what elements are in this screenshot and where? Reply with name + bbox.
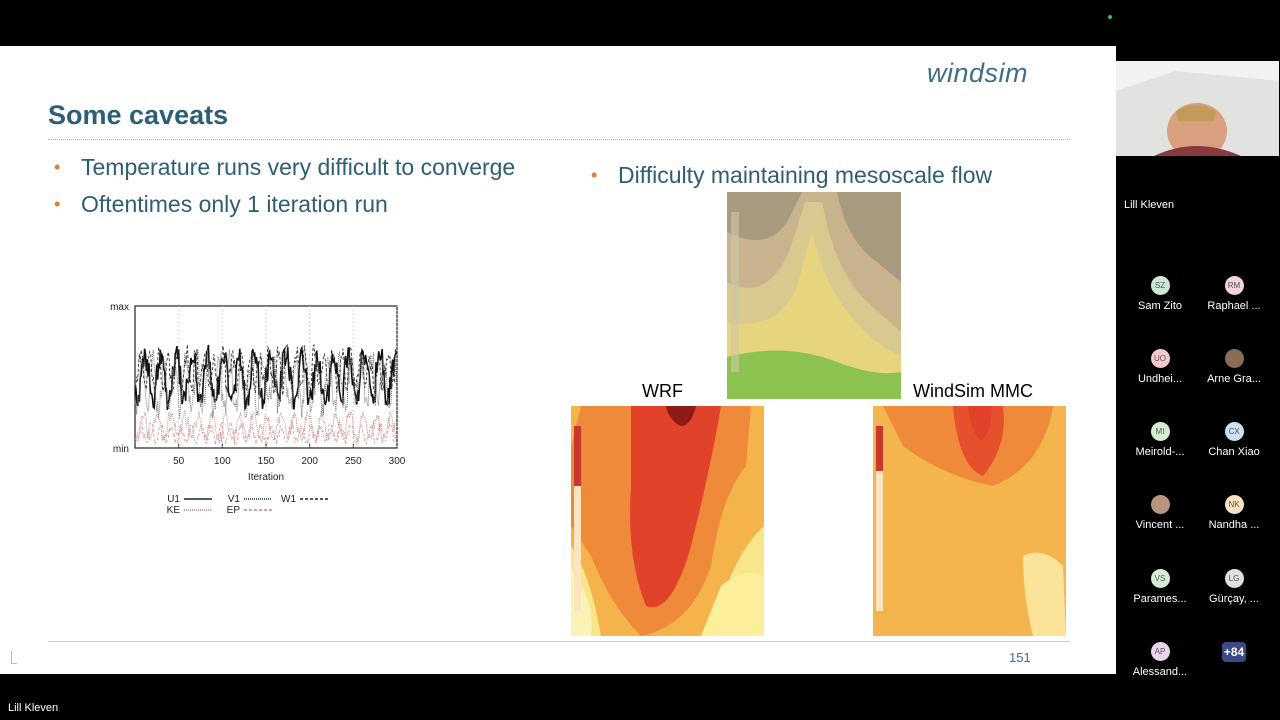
participant-name: Vincent ...: [1135, 519, 1185, 531]
legend-label: KE: [167, 505, 181, 516]
bullet-marker-icon: •: [54, 194, 61, 214]
participant-tile[interactable]: Arne Gra...: [1196, 349, 1272, 385]
series-line: [134, 343, 398, 397]
participant-name: Meirold-...: [1135, 446, 1185, 458]
x-tick-label: 100: [214, 456, 231, 467]
x-tick-label: 150: [258, 456, 275, 467]
presenter-name: Lill Kleven: [1124, 199, 1175, 211]
participant-tile[interactable]: AP Alessand...: [1122, 642, 1198, 678]
participant-tile[interactable]: RM Raphael ...: [1196, 276, 1272, 312]
participant-avatar: [1224, 349, 1244, 368]
x-tick-label: 300: [389, 456, 406, 467]
terrain-map: [727, 192, 901, 399]
wrf-contour-map: [571, 406, 764, 636]
participant-name: Nandha ...: [1208, 519, 1260, 531]
participant-avatar: UO: [1150, 349, 1170, 368]
x-tick-label: 250: [345, 456, 362, 467]
participant-avatar: NK: [1224, 495, 1244, 514]
participant-avatar: [1150, 495, 1170, 514]
legend-label: U1: [167, 494, 180, 505]
windsim-mmc-contour-map: [873, 406, 1066, 636]
slide-title: Some caveats: [48, 100, 229, 130]
participant-tile[interactable]: VS Parames...: [1122, 569, 1198, 605]
participant-avatar: SZ: [1150, 276, 1170, 295]
wrf-label: WRF: [642, 381, 683, 401]
participant-name: Undhei...: [1137, 373, 1183, 385]
participant-name: Raphael ...: [1207, 300, 1261, 312]
bullet-item: • Difficulty maintaining mesoscale flow: [591, 162, 993, 189]
active-speaker-label: Lill Kleven: [8, 702, 59, 714]
participant-name: Alessand...: [1132, 666, 1188, 678]
convergence-chart: max min 50 100 150 200 250 300 Iteration U1 V1 W1 KE…: [110, 302, 406, 516]
legend-label: W1: [281, 494, 296, 505]
presenter-video[interactable]: [1116, 61, 1279, 156]
bullet-item: • Temperature runs very difficult to con…: [54, 154, 516, 181]
recording-status-icon: [1108, 15, 1112, 19]
page-number: 151: [1009, 650, 1031, 665]
footer-divider: [48, 641, 1070, 642]
participant-avatar: VS: [1150, 569, 1170, 588]
participant-name: Parames...: [1133, 593, 1187, 605]
corner-mark: [11, 651, 17, 664]
participant-tile[interactable]: Vincent ...: [1122, 495, 1198, 531]
bullet-text: Temperature runs very difficult to conve…: [81, 154, 516, 180]
bullet-text: Difficulty maintaining mesoscale flow: [618, 162, 993, 188]
bullet-marker-icon: •: [591, 165, 598, 185]
participant-avatar: RM: [1224, 276, 1244, 295]
legend-label: EP: [227, 505, 241, 516]
participant-name: Arne Gra...: [1207, 373, 1261, 385]
x-axis-label: Iteration: [248, 472, 284, 483]
participant-name: Gürçay, ...: [1209, 593, 1259, 605]
bullet-item: • Oftentimes only 1 iteration run: [54, 191, 388, 218]
windsim-mmc-label: WindSim MMC: [913, 381, 1033, 401]
participant-tile[interactable]: SZ Sam Zito: [1122, 276, 1198, 312]
participant-tile[interactable]: UO Undhei...: [1122, 349, 1198, 385]
participant-avatar: LG: [1224, 569, 1244, 588]
participant-name: Sam Zito: [1137, 300, 1182, 312]
bullet-marker-icon: •: [54, 157, 61, 177]
bullet-text: Oftentimes only 1 iteration run: [81, 191, 388, 217]
participant-avatar: MI: [1150, 422, 1170, 441]
y-tick-label: max: [110, 302, 129, 313]
title-divider: [48, 139, 1070, 140]
more-participants-badge: +84: [1222, 642, 1246, 662]
participant-tile[interactable]: +84: [1196, 642, 1272, 662]
shared-slide: windsim Some caveats • Temperature runs …: [0, 46, 1116, 674]
participant-avatar: AP: [1150, 642, 1170, 661]
participant-avatar: CX: [1224, 422, 1244, 441]
legend-label: V1: [228, 494, 241, 505]
presenter-avatar: [1116, 61, 1279, 156]
x-tick-label: 200: [301, 456, 318, 467]
windsim-logo: windsim: [927, 58, 1029, 88]
participant-tile[interactable]: CX Chan Xiao: [1196, 422, 1272, 458]
y-tick-label: min: [113, 444, 129, 455]
x-tick-label: 50: [173, 456, 185, 467]
series-line: [134, 420, 398, 447]
participant-tile[interactable]: LG Gürçay, ...: [1196, 569, 1272, 605]
participant-name: Chan Xiao: [1208, 446, 1260, 458]
participant-tile[interactable]: NK Nandha ...: [1196, 495, 1272, 531]
participant-tile[interactable]: MI Meirold-...: [1122, 422, 1198, 458]
